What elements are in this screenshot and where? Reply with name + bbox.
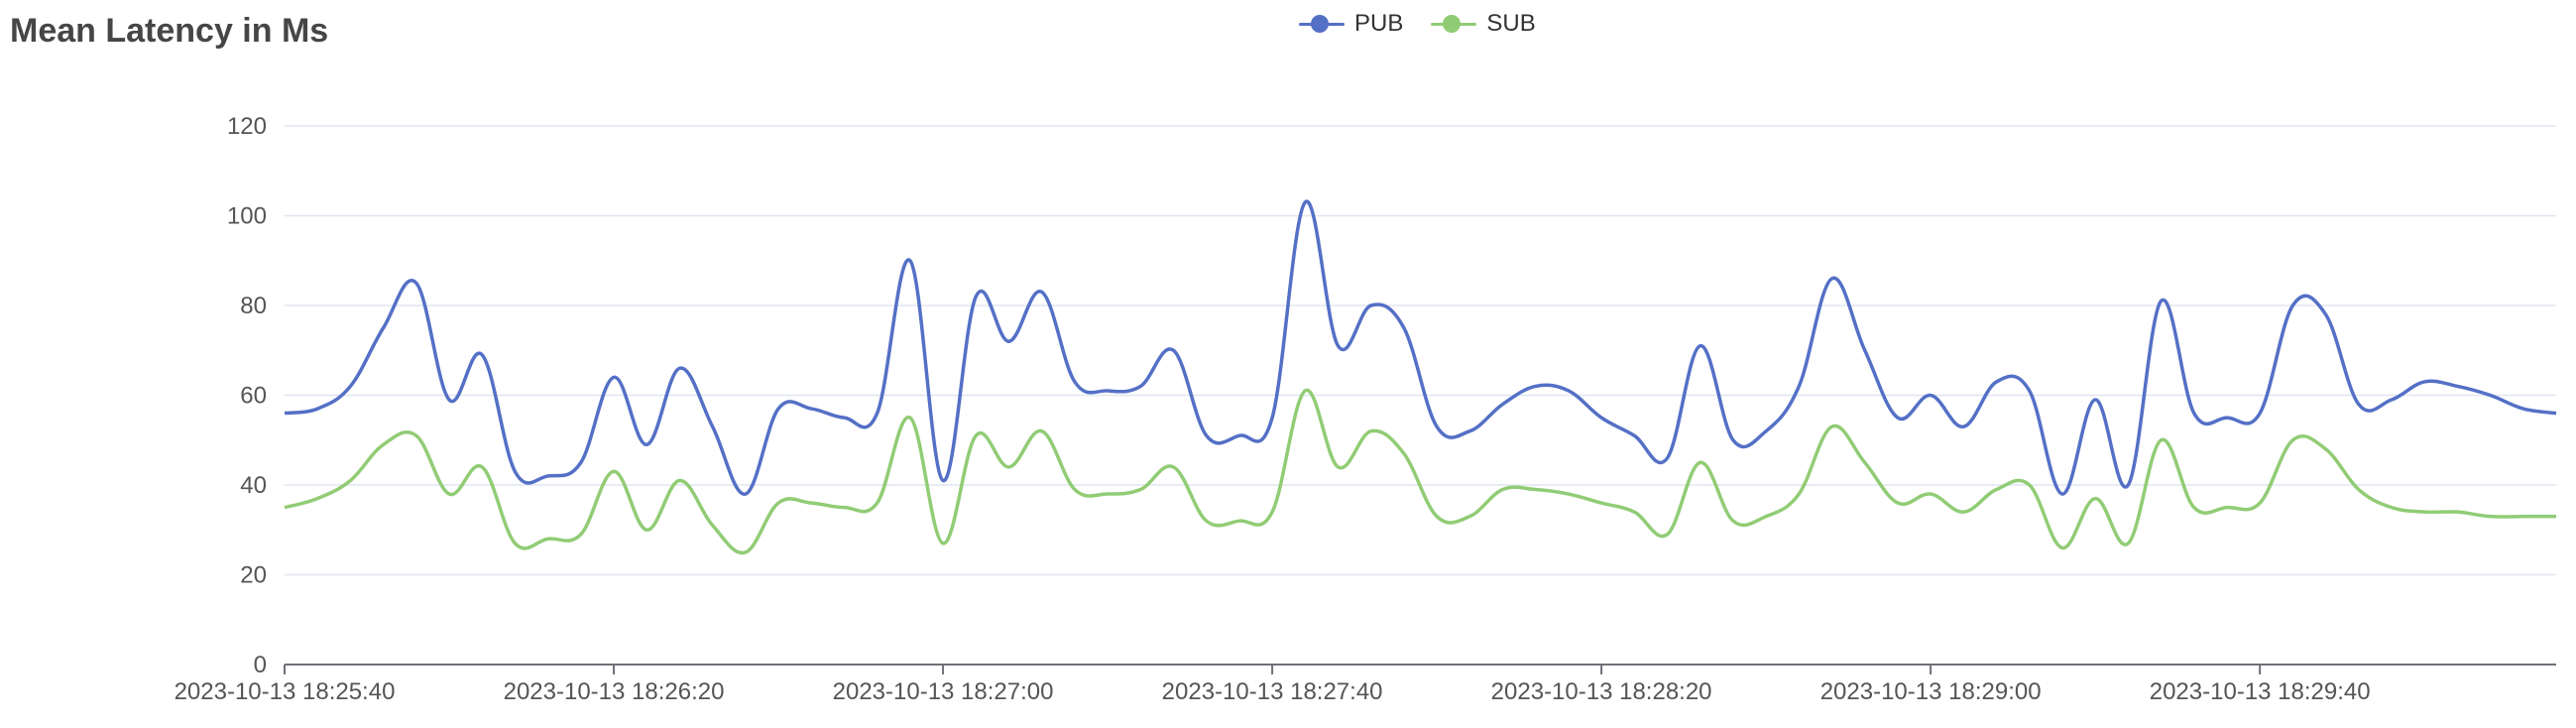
y-tick-label: 100 [227, 203, 267, 230]
y-tick-label: 120 [227, 113, 267, 140]
x-tick-label: 2023-10-13 18:26:20 [504, 678, 725, 705]
x-tick-label: 2023-10-13 18:27:40 [1162, 678, 1383, 705]
series-line-sub [284, 389, 2556, 555]
legend-marker-sub [1431, 14, 1477, 34]
x-tick-label: 2023-10-13 18:27:00 [833, 678, 1054, 705]
y-tick-label: 20 [240, 562, 267, 589]
x-tick-label: 2023-10-13 18:25:40 [175, 678, 396, 705]
legend-label-pub: PUB [1354, 10, 1404, 37]
legend-marker-pub [1299, 14, 1345, 34]
legend-label-sub: SUB [1486, 10, 1536, 37]
y-tick-label: 40 [240, 472, 267, 499]
chart-title: Mean Latency in Ms [10, 12, 329, 50]
legend-item-pub[interactable]: PUB [1299, 10, 1403, 38]
y-tick-label: 0 [254, 652, 267, 678]
y-tick-label: 60 [240, 383, 267, 410]
legend-item-sub[interactable]: SUB [1431, 10, 1536, 38]
legend: PUB SUB [1299, 10, 1536, 38]
series-line-pub [284, 199, 2557, 496]
x-tick-label: 2023-10-13 18:29:00 [1820, 678, 2042, 705]
y-tick-label: 80 [240, 293, 267, 319]
x-tick-label: 2023-10-13 18:28:20 [1491, 678, 1712, 705]
x-tick-label: 2023-10-13 18:29:40 [2150, 678, 2371, 705]
